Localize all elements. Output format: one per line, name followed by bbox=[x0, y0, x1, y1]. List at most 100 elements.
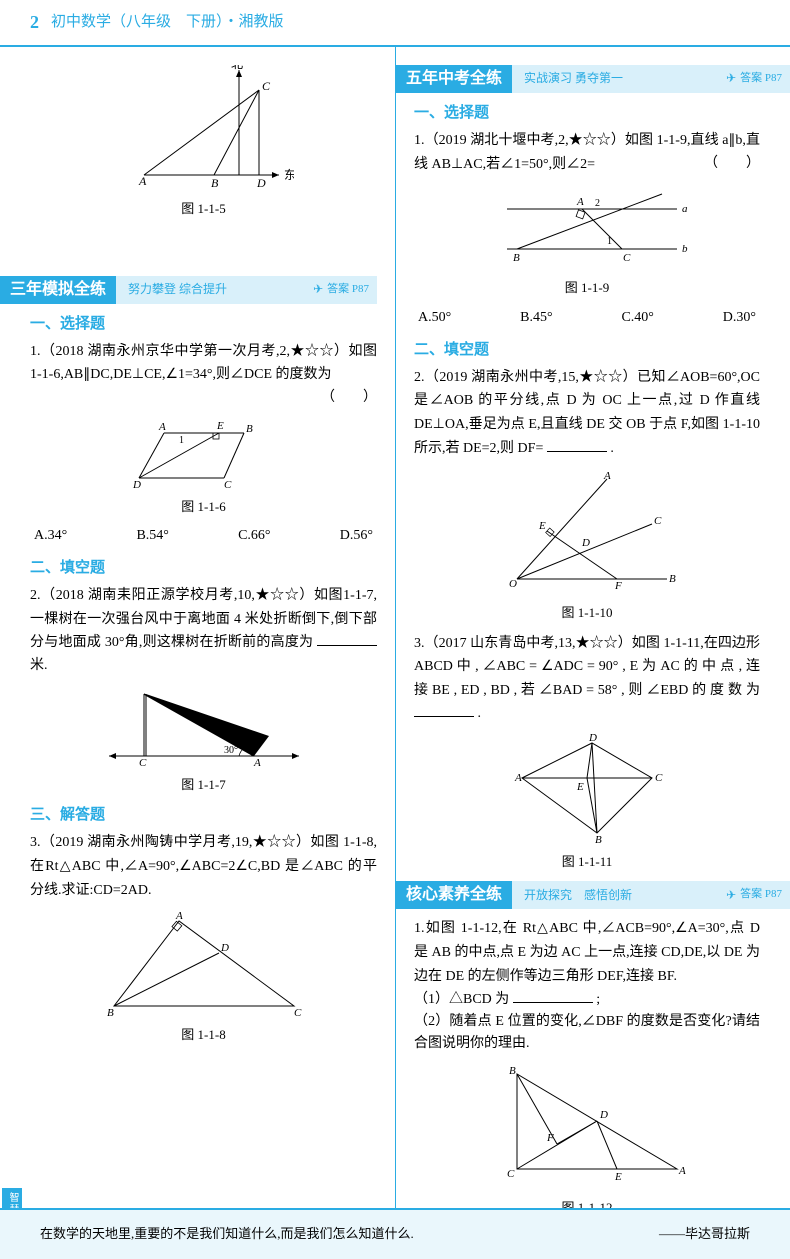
fig-label: 图 1-1-5 bbox=[30, 199, 377, 220]
svg-text:D: D bbox=[256, 176, 266, 190]
svg-text:1: 1 bbox=[607, 236, 612, 247]
blank bbox=[414, 716, 474, 717]
figure-1-1-5: 北 东 A B C D 图 1-1-5 bbox=[30, 65, 377, 220]
banner-title: 三年模拟全练 bbox=[0, 276, 116, 304]
svg-text:D: D bbox=[588, 733, 597, 744]
option-b: B.45° bbox=[520, 307, 552, 329]
problem-text: 2.（2018 湖南耒阳正源学校月考,10,★☆☆）如图1-1-7,一棵树在一次… bbox=[30, 588, 377, 651]
svg-text:B: B bbox=[211, 176, 219, 190]
sim-problem-3: 3.（2019 湖南永州陶铸中学月考,19,★☆☆）如图 1-1-8,在Rt△A… bbox=[30, 831, 377, 902]
page-number: 2 bbox=[30, 8, 39, 37]
banner-title: 五年中考全练 bbox=[396, 65, 512, 93]
answer-ref: 答案 P87 bbox=[740, 70, 782, 88]
plane-icon: ✈ bbox=[313, 280, 323, 299]
svg-text:B: B bbox=[509, 1065, 516, 1077]
problem-text: 2.（2019 湖南永州中考,15,★☆☆）已知∠AOB=60°,OC 是∠AO… bbox=[414, 370, 760, 456]
svg-text:D: D bbox=[220, 942, 229, 954]
svg-text:E: E bbox=[216, 420, 224, 432]
svg-text:B: B bbox=[669, 573, 676, 585]
svg-text:30°: 30° bbox=[224, 745, 238, 756]
option-d: D.56° bbox=[340, 525, 373, 547]
gk-heading-1: 一、选择题 bbox=[414, 101, 760, 125]
svg-text:D: D bbox=[132, 479, 141, 491]
period: . bbox=[478, 706, 482, 721]
blank bbox=[317, 645, 377, 646]
option-c: C.40° bbox=[621, 307, 653, 329]
svg-text:A: A bbox=[603, 470, 611, 482]
svg-text:E: E bbox=[576, 781, 584, 793]
svg-text:D: D bbox=[581, 537, 590, 549]
svg-text:B: B bbox=[107, 1007, 114, 1019]
svg-text:C: C bbox=[623, 252, 631, 264]
plane-icon: ✈ bbox=[726, 886, 736, 905]
period: . bbox=[610, 441, 614, 456]
option-c: C.66° bbox=[238, 525, 270, 547]
svg-text:O: O bbox=[509, 578, 517, 590]
svg-text:2: 2 bbox=[595, 198, 600, 209]
section-simulate-banner: 三年模拟全练 努力攀登 综合提升 ✈ 答案 P87 bbox=[0, 276, 377, 304]
figure-1-1-8: A D B C 图 1-1-8 bbox=[30, 911, 377, 1046]
svg-text:C: C bbox=[655, 772, 663, 784]
plane-icon: ✈ bbox=[726, 69, 736, 88]
banner-subtitle: 实战演习 勇夺第一 bbox=[524, 69, 726, 88]
unit: 米. bbox=[30, 658, 48, 673]
svg-text:C: C bbox=[224, 479, 232, 491]
quote-text: 在数学的天地里,重要的不是我们知道什么,而是我们怎么知道什么. bbox=[40, 1224, 414, 1245]
svg-text:A: A bbox=[576, 196, 584, 208]
svg-text:B: B bbox=[246, 423, 253, 435]
fig-label: 图 1-1-8 bbox=[30, 1025, 377, 1046]
option-d: D.30° bbox=[723, 307, 756, 329]
gk-problem-2: 2.（2019 湖南永州中考,15,★☆☆）已知∠AOB=60°,OC 是∠AO… bbox=[414, 366, 760, 461]
svg-text:E: E bbox=[538, 520, 546, 532]
right-column: 五年中考全练 实战演习 勇夺第一 ✈ 答案 P87 一、选择题 1.（2019 … bbox=[395, 47, 790, 1237]
core-problem-1: 1.如图 1-1-12,在 Rt△ABC 中,∠ACB=90°,∠A=30°,点… bbox=[414, 917, 760, 1056]
page-title: 初中数学（八年级 下册）・湘教版 bbox=[51, 10, 284, 34]
svg-text:C: C bbox=[139, 757, 147, 769]
svg-text:F: F bbox=[614, 580, 622, 592]
problem-text: 3.（2019 湖南永州陶铸中学月考,19,★☆☆）如图 1-1-8,在Rt△A… bbox=[30, 835, 377, 898]
fig-label: 图 1-1-6 bbox=[30, 497, 377, 518]
sim-heading-3: 三、解答题 bbox=[30, 803, 377, 827]
svg-text:B: B bbox=[513, 252, 520, 264]
svg-text:C: C bbox=[507, 1168, 515, 1180]
option-b: B.54° bbox=[136, 525, 168, 547]
gk-heading-2: 二、填空题 bbox=[414, 338, 760, 362]
figure-1-1-10: A C B O E D F 图 1-1-10 bbox=[414, 469, 760, 624]
svg-text:A: A bbox=[514, 772, 522, 784]
option-a: A.50° bbox=[418, 307, 451, 329]
paren: （ ） bbox=[30, 387, 377, 409]
quote-author: ——毕达哥拉斯 bbox=[659, 1224, 750, 1245]
svg-text:a: a bbox=[682, 203, 688, 215]
gk-p1-options: A.50° B.45° C.40° D.30° bbox=[414, 307, 760, 329]
svg-text:A: A bbox=[678, 1165, 686, 1177]
svg-text:1: 1 bbox=[179, 435, 184, 446]
svg-text:东: 东 bbox=[284, 168, 294, 182]
svg-text:B: B bbox=[595, 834, 602, 846]
svg-text:A: A bbox=[158, 421, 166, 433]
page-header: 2 初中数学（八年级 下册）・湘教版 bbox=[0, 0, 790, 47]
blank bbox=[513, 1002, 593, 1003]
svg-text:C: C bbox=[654, 515, 662, 527]
sim-heading-1: 一、选择题 bbox=[30, 312, 377, 336]
paren: （ ） bbox=[704, 153, 760, 175]
gk-problem-3: 3.（2017 山东青岛中考,13,★☆☆）如图 1-1-11,在四边形 ABC… bbox=[414, 632, 760, 726]
banner-title: 核心素养全练 bbox=[396, 881, 512, 909]
sub1-end: ; bbox=[596, 992, 600, 1007]
fig-label: 图 1-1-9 bbox=[414, 278, 760, 299]
banner-subtitle: 开放探究 感悟创新 bbox=[524, 886, 726, 905]
banner-subtitle: 努力攀登 综合提升 bbox=[128, 280, 313, 299]
svg-text:北: 北 bbox=[230, 65, 242, 71]
section-core-banner: 核心素养全练 开放探究 感悟创新 ✈ 答案 P87 bbox=[396, 881, 790, 909]
main-content: 北 东 A B C D 图 1-1-5 三年模拟全练 努力攀登 综合提升 ✈ 答… bbox=[0, 47, 790, 1237]
svg-text:b: b bbox=[682, 243, 688, 255]
svg-text:A: A bbox=[175, 911, 183, 922]
sim-problem-2: 2.（2018 湖南耒阳正源学校月考,10,★☆☆）如图1-1-7,一棵树在一次… bbox=[30, 584, 377, 678]
figure-1-1-11: A D C B E 图 1-1-11 bbox=[414, 733, 760, 873]
svg-text:A: A bbox=[253, 757, 261, 769]
section-gaokao-banner: 五年中考全练 实战演习 勇夺第一 ✈ 答案 P87 bbox=[396, 65, 790, 93]
answer-ref: 答案 P87 bbox=[327, 281, 369, 299]
sub2: （2）随着点 E 位置的变化,∠DBF 的度数是否变化?请结合图说明你的理由. bbox=[414, 1011, 760, 1056]
svg-text:F: F bbox=[546, 1132, 554, 1144]
svg-text:C: C bbox=[294, 1007, 302, 1019]
figure-1-1-9: A B C a b 1 2 图 1-1-9 bbox=[414, 184, 760, 299]
